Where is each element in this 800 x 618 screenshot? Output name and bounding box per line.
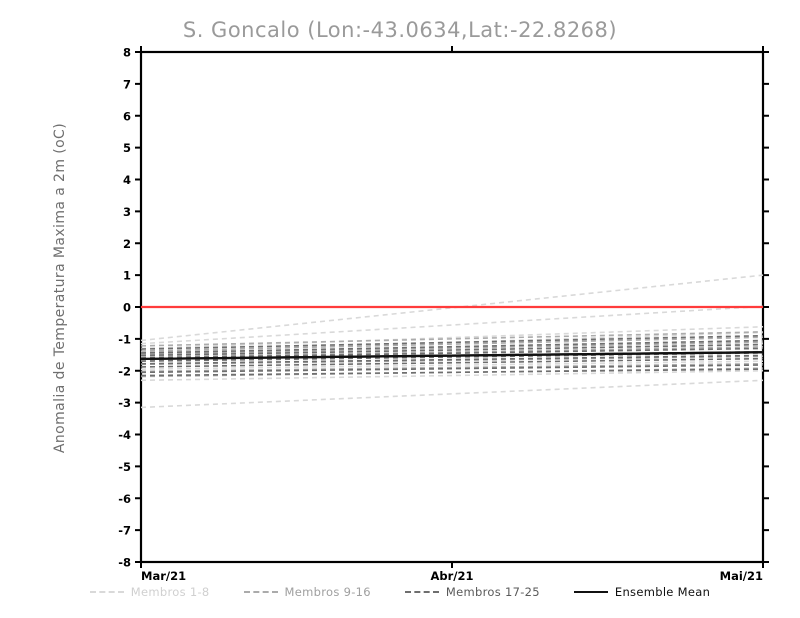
legend-label: Membros 17-25 bbox=[445, 585, 540, 599]
y-tick-label: -3 bbox=[118, 396, 131, 410]
legend-label: Membros 1-8 bbox=[130, 585, 210, 599]
x-tick-label: Abr/21 bbox=[430, 569, 473, 583]
y-tick-label: 2 bbox=[123, 237, 131, 251]
y-tick-label: 4 bbox=[123, 173, 131, 187]
y-tick-label: 1 bbox=[123, 269, 131, 283]
y-tick-label: 5 bbox=[123, 141, 131, 155]
y-tick-label: -1 bbox=[118, 332, 131, 346]
legend-label: Ensemble Mean bbox=[614, 585, 711, 599]
legend-item-4[interactable]: Ensemble Mean bbox=[573, 585, 711, 599]
series-line-members-17-25 bbox=[140, 352, 764, 362]
legend-line-swatch bbox=[573, 590, 608, 594]
legend-line-swatch bbox=[404, 591, 439, 593]
series-line-members-17-25 bbox=[140, 343, 764, 357]
y-tick-label: 6 bbox=[123, 109, 131, 123]
legend-line-swatch bbox=[89, 591, 124, 593]
y-tick-label: -5 bbox=[118, 460, 131, 474]
y-tick-label: 0 bbox=[123, 301, 131, 315]
y-tick-label: -6 bbox=[118, 492, 131, 506]
y-tick-label: -8 bbox=[118, 556, 131, 570]
legend-label: Membros 9-16 bbox=[284, 585, 371, 599]
legend-line-swatch bbox=[243, 591, 278, 593]
legend-item-3[interactable]: Membros 17-25 bbox=[404, 585, 540, 599]
y-tick-label: 7 bbox=[123, 77, 131, 91]
series-line-members-1-8 bbox=[140, 305, 764, 345]
series-line-members-17-25 bbox=[140, 334, 764, 350]
y-tick-label: -4 bbox=[118, 428, 131, 442]
series-line-members-1-8 bbox=[140, 379, 764, 409]
series-line-members-9-16 bbox=[140, 362, 764, 373]
series-line-members-17-25 bbox=[140, 339, 764, 354]
series-line-members-9-16 bbox=[140, 331, 764, 347]
x-tick-label: Mar/21 bbox=[141, 569, 186, 583]
series-line-members-9-16 bbox=[140, 341, 764, 355]
series-line-members-1-8 bbox=[140, 325, 764, 350]
y-tick-label: 3 bbox=[123, 205, 131, 219]
y-tick-label: -7 bbox=[118, 524, 131, 538]
series-line-members-9-16 bbox=[140, 336, 764, 352]
chart-title: S. Goncalo (Lon:-43.0634,Lat:-22.8268) bbox=[182, 18, 618, 42]
chart-legend: Membros 1-8 Membros 9-16 Membros 17-25 Ense… bbox=[0, 585, 800, 599]
series-line-members-17-25 bbox=[140, 368, 764, 377]
series-line-members-17-25 bbox=[140, 357, 764, 368]
series-line-members-1-8 bbox=[140, 369, 764, 382]
legend-item-1[interactable]: Membros 1-8 bbox=[89, 585, 210, 599]
y-tick-label: -2 bbox=[118, 364, 131, 378]
series-line-members-17-25 bbox=[140, 354, 764, 365]
series-line-members-17-25 bbox=[140, 364, 764, 374]
series-line-ensemble-mean bbox=[140, 351, 764, 361]
series-line-members-17-25 bbox=[140, 347, 764, 359]
y-tick-label: 8 bbox=[123, 46, 131, 60]
legend-item-2[interactable]: Membros 9-16 bbox=[243, 585, 371, 599]
series-line-members-1-8 bbox=[140, 360, 764, 370]
x-tick-label: Mai/21 bbox=[720, 569, 763, 583]
